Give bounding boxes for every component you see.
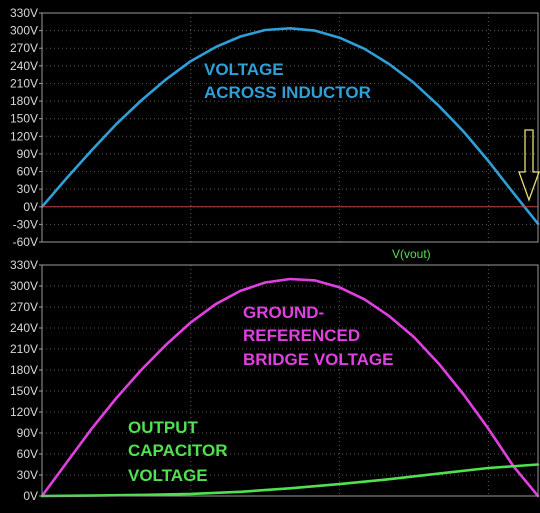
bottom-y-tick-label: 30V [17, 468, 38, 482]
annotation-ground: GROUND- [243, 303, 324, 322]
top-y-tick-label: 180V [10, 94, 38, 108]
bottom-y-tick-label: 0V [23, 489, 38, 503]
top-y-tick-label: -60V [13, 235, 38, 249]
top-y-tick-label: 30V [17, 182, 38, 196]
top-y-tick-label: 270V [10, 41, 38, 55]
top-y-tick-label: 330V [10, 6, 38, 20]
bottom-plot-frame [41, 264, 539, 497]
cursor-down-arrow-icon[interactable] [518, 129, 540, 202]
top-y-axis-ticks: 330V 300V 270V 240V 210V 180V 150V 120V 90V 60V 30… [10, 6, 42, 249]
bottom-y-tick-label: 150V [10, 384, 38, 398]
bottom-grid [42, 265, 538, 496]
bottom-y-tick-label: 90V [17, 426, 38, 440]
top-y-tick-label: 60V [17, 165, 38, 179]
top-series [40, 26, 540, 226]
annotation-voltage: VOLTAGE [204, 60, 284, 79]
top-annotations: VOLTAGE ACROSS INDUCTOR [204, 60, 371, 102]
bottom-series [40, 277, 540, 498]
annotation-capacitor-voltage: VOLTAGE [128, 466, 208, 485]
bottom-y-tick-label: 300V [10, 279, 38, 293]
bottom-y-tick-label: 60V [17, 447, 38, 461]
top-y-tick-label: 0V [23, 200, 38, 214]
top-y-tick-label: 300V [10, 24, 38, 38]
top-y-tick-label: 210V [10, 76, 38, 90]
top-y-tick-label: -30V [13, 217, 38, 231]
annotation-capacitor: CAPACITOR [128, 441, 228, 460]
bottom-series-1-line[interactable] [40, 463, 540, 498]
top-plot-frame [41, 12, 539, 243]
annotation-output: OUTPUT [128, 418, 199, 437]
top-series-0-line[interactable] [40, 26, 540, 226]
annotation-across-inductor: ACROSS INDUCTOR [204, 83, 371, 102]
top-y-tick-label: 240V [10, 59, 38, 73]
bottom-series-0-line[interactable] [40, 277, 540, 498]
bottom-y-tick-label: 270V [10, 300, 38, 314]
bottom-plot-pane[interactable]: V(vout) 330V 300V 270V 240V 210V 180V 150V 120V… [10, 247, 540, 503]
top-plot-pane[interactable]: 330V 300V 270V 240V 210V 180V 150V 120V 90V 60V 30… [10, 6, 540, 249]
bottom-y-tick-label: 240V [10, 321, 38, 335]
bottom-y-tick-label: 330V [10, 258, 38, 272]
top-y-tick-label: 90V [17, 147, 38, 161]
top-y-tick-label: 120V [10, 129, 38, 143]
annotation-referenced: REFERENCED [243, 326, 360, 345]
bottom-y-axis-ticks: 330V 300V 270V 240V 210V 180V 150V 120V 90V 60V 30… [10, 258, 42, 503]
bottom-annotations: GROUND- REFERENCED BRIDGE VOLTAGE OUTPUT… [128, 303, 394, 485]
trace-label-vout[interactable]: V(vout) [392, 247, 431, 261]
top-y-tick-label: 150V [10, 112, 38, 126]
bottom-y-tick-label: 120V [10, 405, 38, 419]
annotation-bridge-voltage: BRIDGE VOLTAGE [243, 350, 394, 369]
bottom-y-tick-label: 210V [10, 342, 38, 356]
bottom-y-tick-label: 180V [10, 363, 38, 377]
